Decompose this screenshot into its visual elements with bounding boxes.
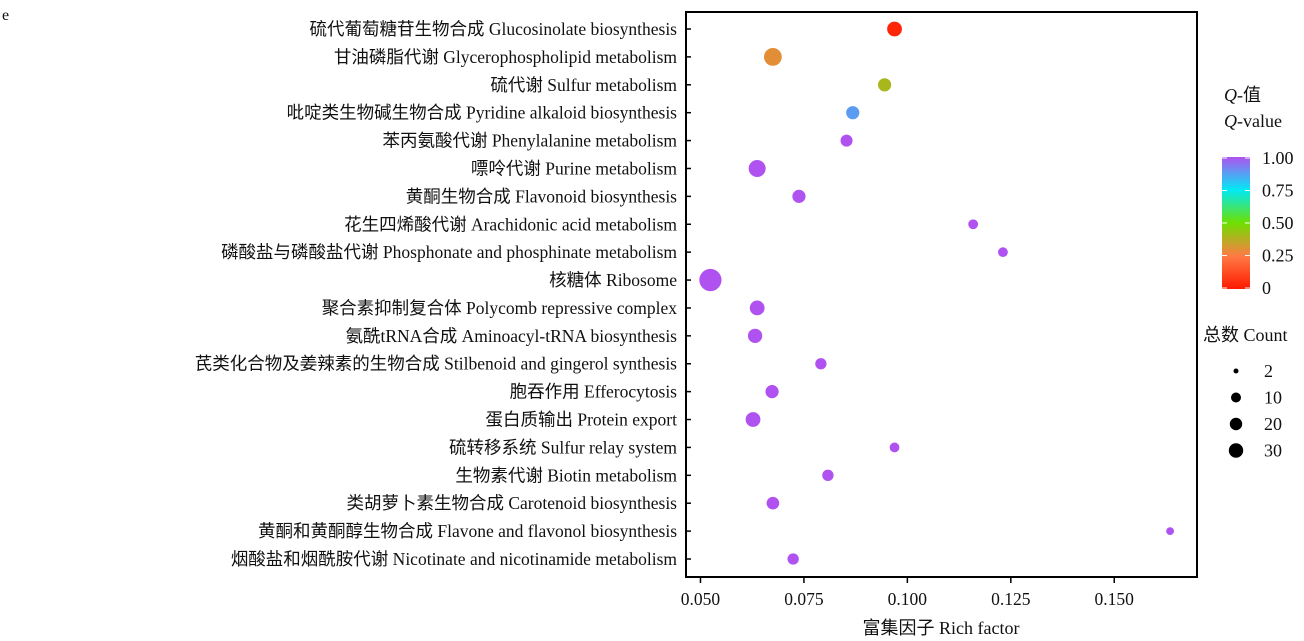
data-point [745,412,761,427]
x-axis: 0.050 0.075 0.100 0.125 0.150 [681,577,1134,609]
y-tick-label: 硫代葡萄糖苷生物合成 Glucosinolate biosynthesis [310,19,678,39]
y-tick-label: 黄酮生物合成 Flavonoid biosynthesis [406,186,677,206]
x-tick-label: 0.075 [784,589,824,609]
x-axis-label: 富集因子 Rich factor [863,618,1020,638]
size-legend-title: 总数 Count [1203,325,1288,345]
data-point [765,385,779,399]
y-tick-label: 苯丙氨酸代谢 Phenylalanine metabolism [382,131,677,151]
data-point [889,442,900,453]
y-tick-label: 花生四烯酸代谢 Arachidonic acid metabolism [344,214,677,234]
y-tick-label: 胞吞作用 Efferocytosis [510,382,678,402]
y-tick-label: 嘌呤代谢 Purine metabolism [471,158,677,178]
data-point [699,268,722,292]
size-legend-label: 20 [1264,414,1282,434]
data-point [1166,527,1175,536]
size-legend: 总数 Count 2 10 20 30 [1203,325,1288,461]
color-bar-tick-label: 0 [1262,278,1271,298]
x-tick-label: 0.125 [991,589,1031,609]
y-axis-ticks [686,28,691,560]
y-tick-label: 芪类化合物及姜辣素的生物合成 Stilbenoid and gingerol s… [195,354,677,374]
y-axis-labels: 硫代葡萄糖苷生物合成 Glucosinolate biosynthesis 甘油磷… [195,19,678,569]
data-point [787,553,799,565]
data-point [998,247,1008,258]
data-points [699,21,1175,565]
y-tick-label: 硫转移系统 Sulfur relay system [449,437,677,457]
color-legend-title-2: Q-value [1224,111,1282,131]
y-tick-label: 核糖体 Ribosome [549,270,677,290]
data-point [766,496,780,510]
size-legend-marker [1233,368,1239,374]
data-point [747,328,763,343]
y-tick-label: 生物素代谢 Biotin metabolism [455,465,677,485]
color-bar-tick-label: 0.75 [1262,181,1294,201]
data-point [846,106,860,120]
x-tick-label: 0.150 [1095,589,1135,609]
color-legend-title-1: Q-值 [1224,85,1261,105]
y-tick-label: 硫代谢 Sulfur metabolism [490,75,677,95]
data-point [968,219,979,230]
color-bar-tick-label: 0.50 [1262,213,1294,233]
size-legend-marker [1231,392,1241,403]
size-legend-marker [1228,443,1244,458]
y-tick-label: 黄酮和黄酮醇生物合成 Flavone and flavonol biosynth… [258,521,677,541]
x-tick-label: 0.100 [888,589,928,609]
color-bar-tick-label: 1.00 [1262,148,1294,168]
panel-label: e [2,7,9,24]
data-point [887,21,902,37]
y-tick-label: 烟酸盐和烟酰胺代谢 Nicotinate and nicotinamide me… [231,549,678,569]
color-legend: Q-值 Q-value 1.00 0.75 0.50 0.25 0 [1222,85,1294,298]
size-legend-marker [1229,417,1243,431]
y-tick-label: 磷酸盐与磷酸盐代谢 Phosphonate and phosphinate me… [221,242,677,262]
data-point [763,47,782,66]
size-legend-label: 30 [1264,441,1282,461]
y-tick-label: 吡啶类生物碱生物合成 Pyridine alkaloid biosynthesi… [287,103,678,123]
data-point [840,134,853,147]
size-legend-label: 2 [1264,361,1273,381]
size-legend-label: 10 [1264,388,1282,408]
x-tick-label: 0.050 [681,589,721,609]
data-point [878,78,892,92]
y-tick-label: 氨酰tRNA合成 Aminoacyl-tRNA biosynthesis [345,326,677,346]
color-bar-tick-label: 0.25 [1262,246,1294,266]
data-point [822,469,834,481]
plot-frame [685,11,1198,578]
data-point [749,300,765,316]
y-tick-label: 类胡萝卜素生物合成 Carotenoid biosynthesis [346,493,677,513]
y-tick-label: 甘油磷脂代谢 Glycerophospholipid metabolism [334,47,678,67]
y-tick-label: 蛋白质输出 Protein export [485,410,677,430]
data-point [748,159,766,177]
data-point [792,189,806,203]
data-point [815,358,827,370]
y-tick-label: 聚合素抑制复合体 Polycomb repressive complex [322,298,678,318]
